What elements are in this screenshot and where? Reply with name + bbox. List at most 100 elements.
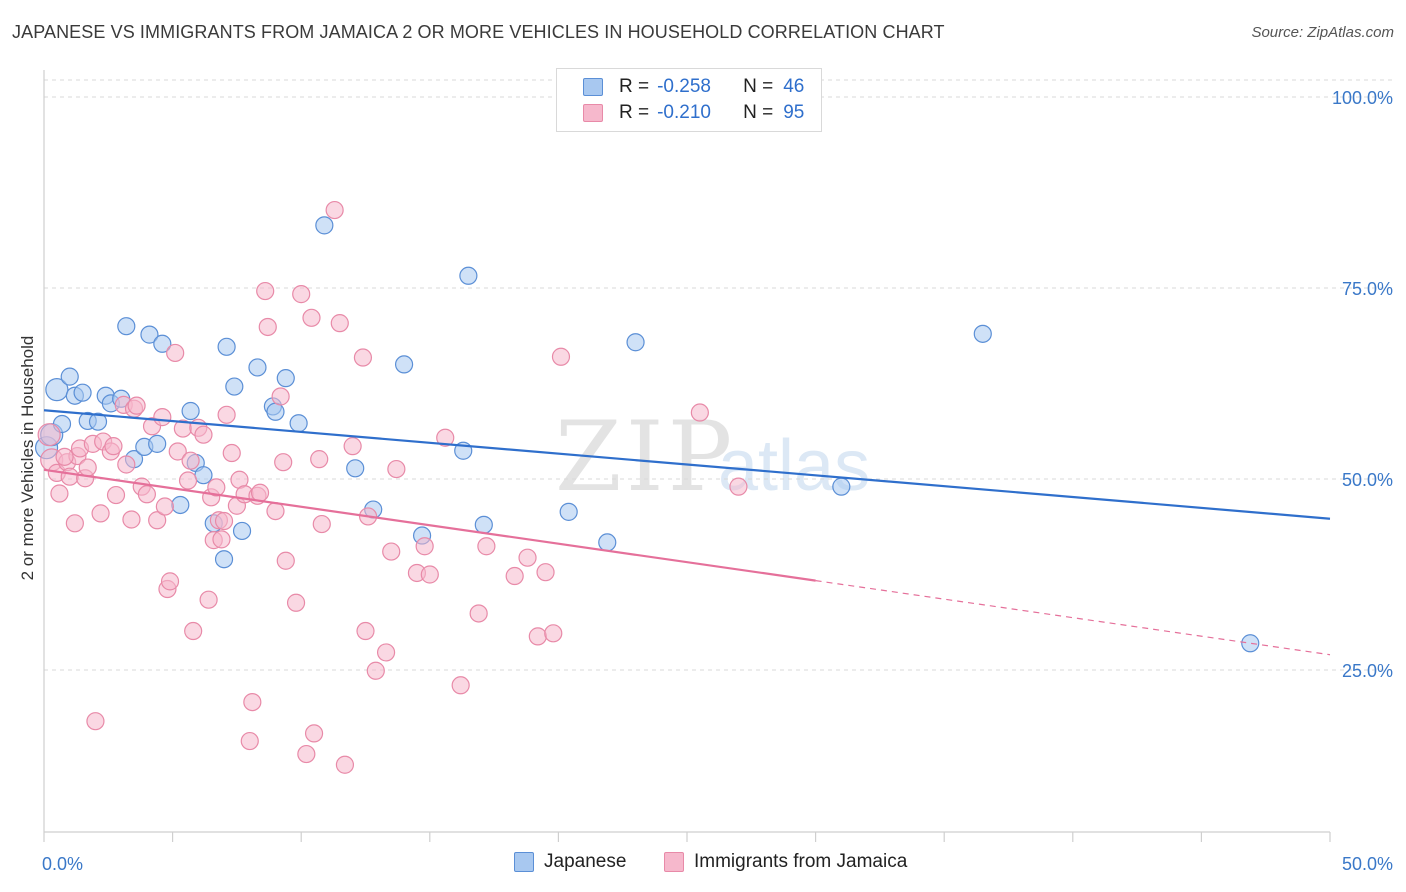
- y-tick-label: 75.0%: [1342, 279, 1393, 299]
- point-jamaica: [366, 661, 385, 680]
- point-jamaica: [91, 504, 110, 523]
- point-jamaica: [343, 437, 362, 456]
- x-tick-label: 0.0%: [42, 854, 83, 874]
- point-japanese: [626, 333, 645, 352]
- legend-swatch-japanese: [514, 852, 534, 872]
- point-japanese: [225, 377, 244, 396]
- point-jamaica: [50, 484, 69, 503]
- point-jamaica: [55, 447, 74, 466]
- legend-r-value-japanese: -0.258: [657, 76, 711, 97]
- point-jamaica: [155, 497, 174, 516]
- y-tick-label: 25.0%: [1342, 661, 1393, 681]
- point-jamaica: [178, 471, 198, 490]
- point-jamaica: [382, 542, 401, 561]
- watermark-zip: ZIP: [555, 401, 736, 513]
- point-japanese: [171, 495, 190, 515]
- chart-title: JAPANESE VS IMMIGRANTS FROM JAMAICA 2 OR…: [12, 22, 945, 42]
- point-jamaica: [127, 396, 146, 415]
- point-japanese: [73, 383, 92, 402]
- point-jamaica: [217, 405, 236, 424]
- point-jamaica: [729, 477, 748, 496]
- point-jamaica: [415, 537, 434, 556]
- point-jamaica: [276, 551, 295, 570]
- point-jamaica: [207, 478, 226, 497]
- point-jamaica: [243, 692, 262, 712]
- point-jamaica: [387, 459, 406, 479]
- point-japanese: [88, 412, 108, 431]
- point-jamaica: [271, 387, 290, 406]
- point-jamaica: [505, 566, 524, 586]
- point-jamaica: [310, 450, 329, 469]
- point-jamaica: [302, 308, 321, 327]
- point-jamaica: [181, 451, 200, 470]
- point-jamaica: [477, 537, 496, 556]
- trendline-jamaica: [43, 468, 816, 582]
- point-jamaica: [544, 624, 563, 643]
- point-japanese: [1241, 634, 1260, 653]
- point-japanese: [973, 324, 992, 343]
- point-japanese: [315, 216, 334, 235]
- point-jamaica: [286, 593, 306, 612]
- legend-swatch-japanese: [583, 78, 603, 96]
- point-japanese: [117, 317, 136, 336]
- point-jamaica: [335, 755, 355, 774]
- point-jamaica: [536, 563, 555, 582]
- point-japanese: [346, 459, 365, 478]
- point-japanese: [598, 533, 617, 552]
- point-japanese: [45, 378, 69, 402]
- point-jamaica: [106, 485, 126, 505]
- legend-r-value-jamaica: -0.210: [657, 102, 711, 123]
- point-jamaica: [214, 511, 234, 531]
- point-jamaica: [153, 408, 172, 427]
- x-tick-label: 50.0%: [1342, 854, 1393, 874]
- point-jamaica: [256, 281, 275, 301]
- point-jamaica: [148, 511, 167, 530]
- point-japanese: [459, 266, 478, 285]
- point-jamaica: [137, 485, 156, 504]
- point-jamaica: [104, 437, 123, 456]
- point-jamaica: [376, 643, 396, 662]
- point-jamaica: [199, 590, 218, 609]
- point-japanese: [60, 367, 79, 386]
- point-japanese: [559, 502, 578, 521]
- point-japanese: [153, 334, 172, 353]
- point-jamaica: [160, 572, 180, 591]
- point-jamaica: [65, 514, 84, 533]
- point-jamaica: [518, 548, 537, 567]
- point-jamaica: [194, 425, 213, 444]
- point-jamaica: [122, 510, 141, 529]
- point-jamaica: [212, 530, 231, 549]
- point-japanese: [832, 477, 851, 496]
- point-japanese: [266, 402, 285, 421]
- legend-r-label: R =: [619, 76, 650, 97]
- point-jamaica: [258, 317, 277, 337]
- point-jamaica: [168, 442, 187, 461]
- point-jamaica: [37, 423, 61, 447]
- legend-n-value-japanese: 46: [783, 76, 805, 97]
- point-jamaica: [469, 604, 488, 623]
- legend-item-jamaica[interactable]: Immigrants from Jamaica: [664, 851, 907, 873]
- series-legend: Japanese Immigrants from Jamaica: [0, 851, 1406, 877]
- point-jamaica: [240, 731, 259, 751]
- legend-item-japanese[interactable]: Japanese: [514, 851, 626, 873]
- point-jamaica: [250, 483, 270, 502]
- trendline-japanese: [43, 409, 1331, 520]
- trendline-dashed-jamaica: [815, 580, 1331, 656]
- point-japanese: [148, 434, 167, 453]
- point-japanese: [289, 414, 308, 433]
- point-jamaica: [274, 453, 293, 472]
- point-jamaica: [325, 200, 344, 220]
- legend-row-japanese: R = -0.258 N = 46: [583, 75, 804, 99]
- point-jamaica: [297, 744, 316, 764]
- point-jamaica: [353, 348, 373, 367]
- legend-n-label: N =: [743, 102, 774, 123]
- legend-label-jamaica: Immigrants from Jamaica: [694, 851, 908, 872]
- point-jamaica: [356, 621, 375, 641]
- point-jamaica: [436, 428, 455, 447]
- point-jamaica: [184, 621, 203, 641]
- legend-swatch-jamaica: [664, 852, 684, 872]
- point-jamaica: [312, 514, 331, 534]
- point-jamaica: [117, 455, 136, 474]
- legend-row-jamaica: R = -0.210 N = 95: [583, 101, 804, 125]
